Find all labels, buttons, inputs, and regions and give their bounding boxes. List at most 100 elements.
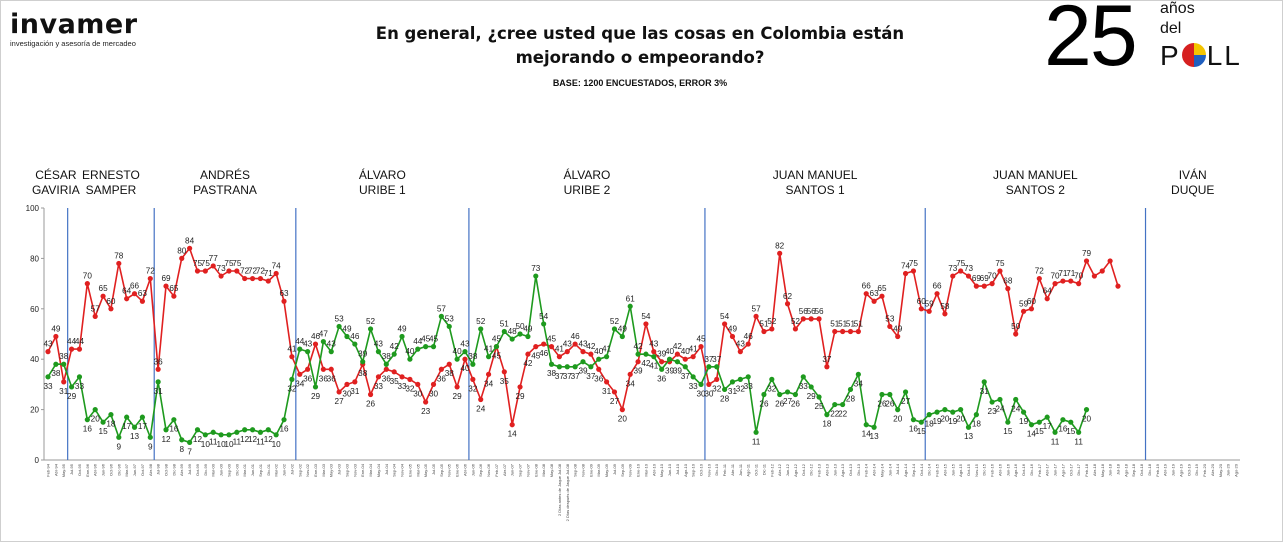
red-series-point <box>218 273 224 279</box>
red-series-line <box>47 246 1119 425</box>
data-label: 10 <box>201 440 211 449</box>
x-tick-label: May-95 <box>61 463 66 477</box>
green-series-point <box>611 326 618 332</box>
red-series-point <box>643 321 649 327</box>
data-label: 45 <box>429 335 439 344</box>
data-label: 18 <box>972 420 982 429</box>
x-tick-label: Ago-15 <box>958 463 963 477</box>
data-label: NaN <box>1220 0 1236 2</box>
red-series-point <box>588 351 594 357</box>
data-label: 20 <box>91 415 101 424</box>
green-series-point <box>942 407 948 413</box>
x-tick-label: Dic-19 <box>1194 463 1199 475</box>
green-series-point <box>147 434 153 440</box>
data-label: 36 <box>382 374 392 383</box>
data-label: 50 <box>515 322 525 331</box>
x-tick-label: Mar-02 <box>274 463 279 476</box>
x-tick-label: Jun-10 <box>667 463 672 476</box>
red-series-point <box>926 308 932 314</box>
red-series-point <box>108 306 114 312</box>
data-label: 56 <box>799 307 809 316</box>
green-series-point <box>682 364 688 370</box>
x-tick-label: Abr-16 <box>997 463 1002 476</box>
data-label: 75 <box>956 259 966 268</box>
data-label: NaN <box>1094 0 1110 2</box>
red-series-point <box>45 349 51 355</box>
data-label: NaN <box>1173 0 1189 2</box>
data-label: 24 <box>995 405 1005 414</box>
data-label: 75 <box>193 259 203 268</box>
green-series-point <box>548 361 555 367</box>
data-label: NaN <box>1212 0 1228 2</box>
green-series-point <box>871 424 877 430</box>
data-label: 26 <box>366 399 376 408</box>
x-tick-label: May-20 <box>1218 463 1223 477</box>
data-label: 20 <box>618 415 628 424</box>
data-label: 73 <box>964 264 974 273</box>
period-label: CÉSAR GAVIRIA <box>31 168 80 197</box>
red-series-point <box>61 379 67 385</box>
x-tick-label: Jun-14 <box>887 463 892 476</box>
badge-number: 25 <box>1044 0 1138 84</box>
x-tick-label: Oct-15 <box>966 463 971 476</box>
data-label: 49 <box>728 325 738 334</box>
red-series-point <box>769 326 775 332</box>
data-label: 84 <box>185 236 195 245</box>
data-label: 20 <box>1082 415 1092 424</box>
green-series-point <box>729 379 736 385</box>
data-label: 70 <box>988 272 998 281</box>
green-series-point <box>210 429 216 435</box>
data-label: 45 <box>547 335 557 344</box>
data-label: 30 <box>342 389 352 398</box>
green-series-point <box>234 429 240 435</box>
data-label: 33 <box>397 382 407 391</box>
data-label: 37 <box>712 355 722 364</box>
data-label: 24 <box>476 405 486 414</box>
x-tick-label: Ago-13 <box>840 463 845 477</box>
data-label: 40 <box>405 347 415 356</box>
red-series-point <box>383 366 389 372</box>
green-series-point <box>1036 419 1042 425</box>
data-label: 78 <box>114 251 124 260</box>
x-tick-label: Oct-18 <box>1139 463 1144 476</box>
green-series-point <box>832 401 838 408</box>
red-series-point <box>352 379 358 385</box>
data-label: 20 <box>956 415 966 424</box>
red-series-point <box>501 369 507 375</box>
data-label: 31 <box>728 387 738 396</box>
data-label: 19 <box>948 417 958 426</box>
green-series-point <box>926 412 932 418</box>
data-label: 36 <box>657 374 667 383</box>
x-tick-label: Ene-09 <box>588 463 593 477</box>
red-series-point <box>706 381 712 387</box>
x-tick-label: Sep-00 <box>226 463 231 477</box>
red-series-point <box>918 306 924 312</box>
data-label: 68 <box>1003 277 1013 286</box>
data-label: 46 <box>571 332 581 341</box>
green-series-point <box>415 346 421 352</box>
green-series-point <box>383 361 389 367</box>
red-series-point <box>407 376 413 382</box>
red-series-point <box>155 366 161 372</box>
data-label: NaN <box>1102 0 1118 2</box>
data-label: 34 <box>484 379 494 388</box>
x-tick-label: May-09 <box>604 463 609 477</box>
green-series-point <box>556 364 562 370</box>
red-series-point <box>194 268 201 274</box>
data-label: NaN <box>1157 0 1173 2</box>
red-series-point <box>674 351 681 357</box>
data-label: 28 <box>720 394 730 403</box>
data-label: 16 <box>909 425 919 434</box>
data-label: 16 <box>83 425 93 434</box>
red-series-point <box>344 381 350 387</box>
data-label: 35 <box>390 377 400 386</box>
x-tick-label: Sep-07 <box>518 463 523 477</box>
data-label: 41 <box>602 345 612 354</box>
data-label: 32 <box>287 384 297 393</box>
data-label: 49 <box>342 325 352 334</box>
red-series-point <box>824 364 830 370</box>
data-label: 49 <box>523 325 533 334</box>
red-series-point <box>1044 296 1050 302</box>
data-label: 64 <box>1043 287 1053 296</box>
green-series-point <box>391 351 397 357</box>
